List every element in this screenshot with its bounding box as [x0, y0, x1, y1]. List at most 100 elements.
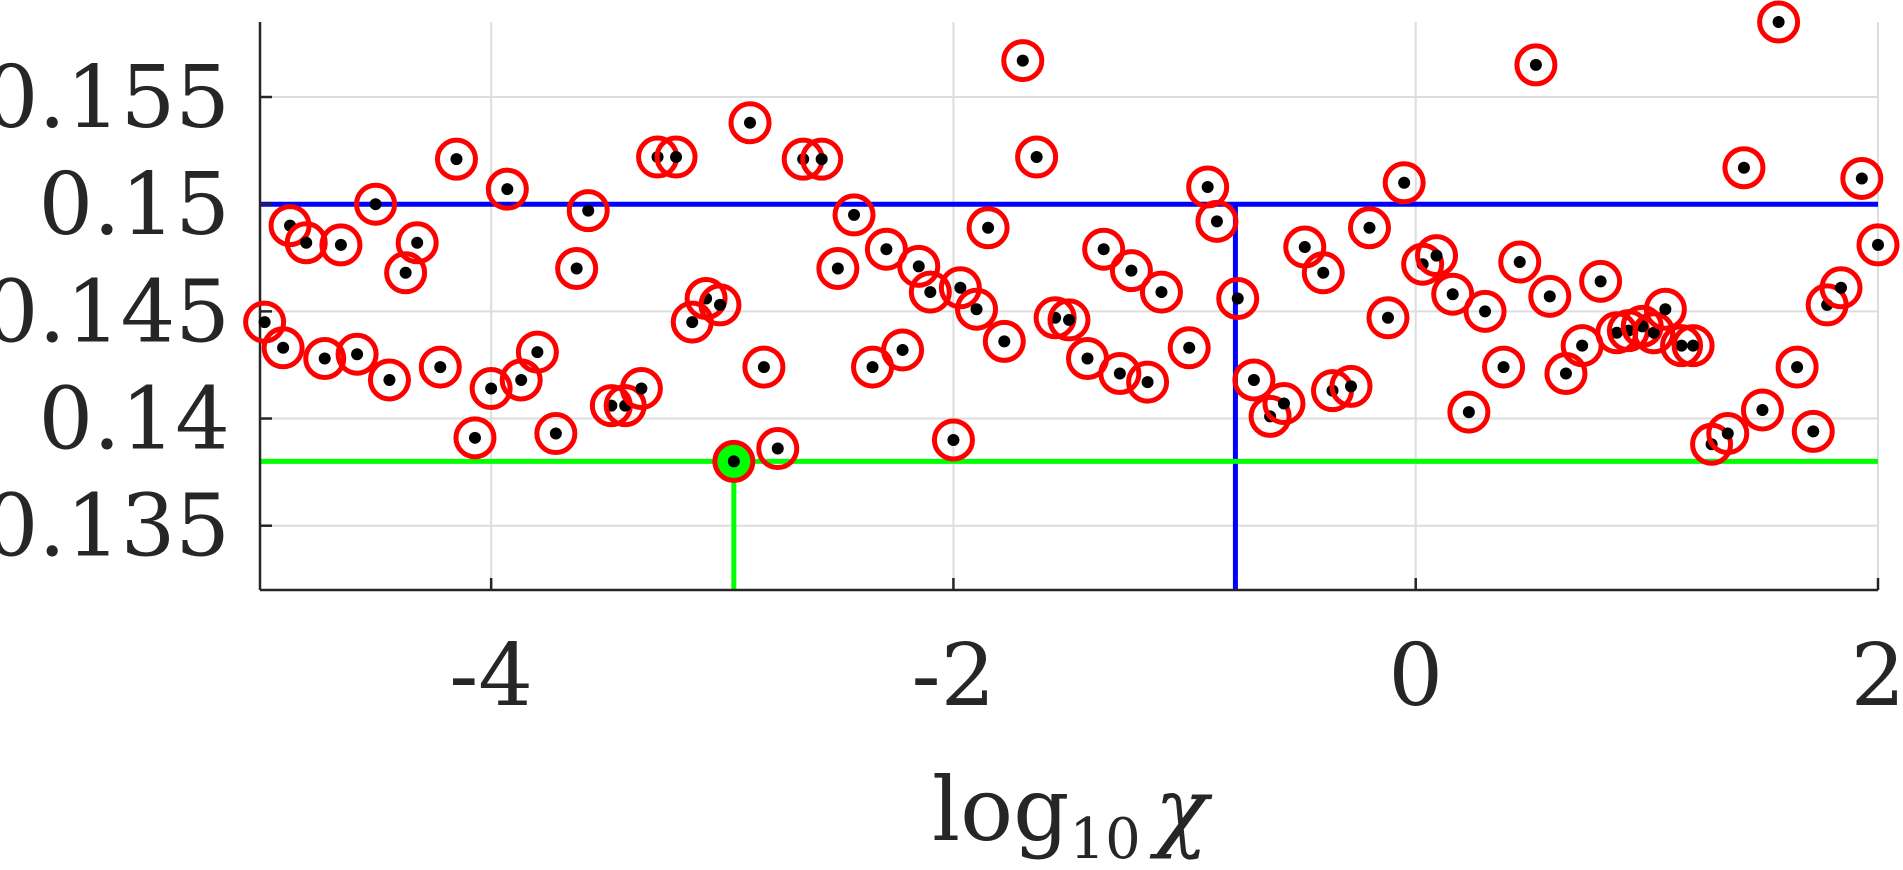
- data-point-ring: [1463, 289, 1507, 333]
- data-point-ring: [1001, 39, 1045, 83]
- data-point: [1210, 215, 1223, 228]
- data-point-ring: [1740, 388, 1784, 432]
- data-point: [1446, 288, 1459, 301]
- data-point-ring: [303, 337, 347, 381]
- data-point: [450, 153, 463, 166]
- data-point-ring: [1671, 324, 1715, 368]
- data-point: [1398, 176, 1411, 189]
- data-point-ring: [418, 345, 462, 389]
- data-point: [771, 442, 784, 455]
- data-point: [515, 373, 528, 386]
- y-tick-label: 0.14: [39, 370, 230, 470]
- data-point-ring: [1232, 358, 1276, 402]
- data-point: [880, 243, 893, 256]
- data-point-ring: [1632, 311, 1676, 355]
- data-point: [1081, 352, 1094, 365]
- data-point: [1125, 264, 1138, 277]
- reference-lines: [260, 201, 1878, 590]
- data-point-ring: [1248, 394, 1292, 438]
- data-point-ring: [1015, 135, 1059, 179]
- data-point-ring: [1791, 409, 1835, 453]
- best-point: [727, 455, 740, 468]
- data-point: [468, 431, 481, 444]
- data-point-ring: [395, 221, 439, 265]
- data-point-ring: [897, 244, 941, 288]
- data-point: [1675, 339, 1688, 352]
- data-point: [1756, 403, 1769, 416]
- data-point: [713, 298, 726, 311]
- data-point: [351, 348, 364, 361]
- data-point-ring: [654, 135, 698, 179]
- data-point: [866, 361, 879, 374]
- data-point: [531, 346, 544, 359]
- data-point-ring: [619, 367, 663, 411]
- data-point: [1430, 249, 1443, 262]
- data-point: [1855, 172, 1868, 185]
- data-point-ring: [1722, 146, 1766, 190]
- data-point-ring: [1757, 0, 1801, 44]
- data-point: [258, 316, 271, 329]
- data-point: [1277, 397, 1290, 410]
- x-tick-label: 2: [1851, 626, 1903, 726]
- data-point: [1201, 181, 1214, 194]
- data-point: [318, 352, 331, 365]
- data-point: [1594, 275, 1607, 288]
- x-axis-title-subscript: 10: [1069, 807, 1140, 870]
- data-point-ring: [1514, 43, 1558, 87]
- data-point-ring: [698, 283, 742, 327]
- data-point-ring: [982, 319, 1026, 363]
- data-point-ring: [1775, 345, 1819, 389]
- data-point: [277, 341, 290, 354]
- data-point: [1298, 241, 1311, 254]
- data-point-ring: [1139, 270, 1183, 314]
- data-point: [383, 373, 396, 386]
- x-tick-label: 0: [1388, 626, 1443, 726]
- data-point: [1872, 238, 1884, 251]
- x-tick-label: -2: [912, 626, 996, 726]
- y-tick-label: 0.145: [0, 262, 230, 362]
- data-point: [1462, 406, 1475, 419]
- data-point: [1183, 341, 1196, 354]
- data-point: [912, 260, 925, 273]
- data-point-ring: [728, 101, 772, 145]
- data-point: [831, 262, 844, 275]
- data-point: [434, 361, 447, 374]
- data-point-ring: [931, 418, 975, 462]
- data-point: [757, 361, 770, 374]
- data-point: [1344, 380, 1357, 393]
- data-point: [1030, 151, 1043, 164]
- data-point-ring: [1109, 249, 1153, 293]
- data-point: [1317, 266, 1330, 279]
- data-point: [1097, 243, 1110, 256]
- data-point-ring: [1447, 390, 1491, 434]
- data-point: [1659, 303, 1672, 316]
- data-point: [896, 343, 909, 356]
- data-point: [954, 281, 967, 294]
- data-point: [1063, 313, 1075, 326]
- data-point-ring: [816, 246, 860, 290]
- data-point: [1737, 161, 1750, 174]
- data-point-ring: [1840, 156, 1884, 200]
- data-point-ring: [1126, 360, 1170, 404]
- data-point-ring: [335, 332, 379, 376]
- data-point-ring: [1301, 251, 1345, 295]
- data-point: [1791, 361, 1804, 374]
- data-point: [549, 427, 562, 440]
- data-point: [369, 198, 382, 211]
- data-point-ring: [1819, 266, 1863, 310]
- data-point-ring: [485, 167, 529, 211]
- data-point-ring: [1660, 324, 1704, 368]
- data-point-ring: [1856, 223, 1900, 267]
- data-point-ring: [966, 206, 1010, 250]
- data-point: [982, 221, 995, 234]
- data-point-ring: [1431, 272, 1475, 316]
- data-point: [947, 433, 960, 446]
- data-point-ring: [756, 427, 800, 471]
- data-point: [1543, 290, 1556, 303]
- data-point: [635, 382, 648, 395]
- data-point: [1721, 427, 1734, 440]
- data-point-ring: [832, 193, 876, 237]
- data-point-ring: [1382, 161, 1426, 205]
- data-point-ring: [1098, 352, 1142, 396]
